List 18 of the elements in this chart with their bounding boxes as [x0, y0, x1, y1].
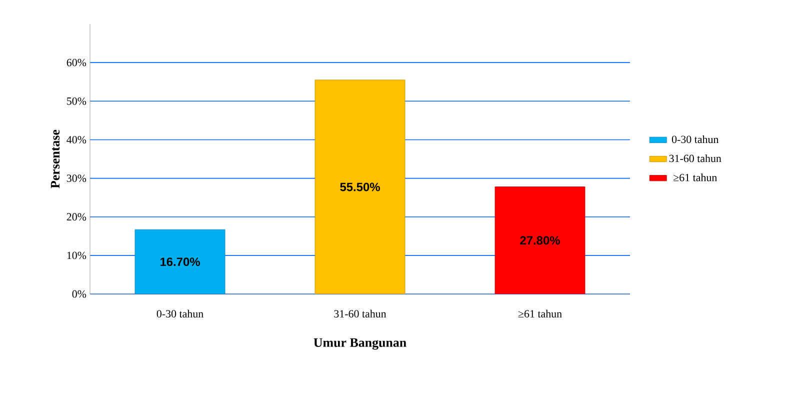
y-tick-label: 50%	[67, 97, 86, 105]
y-tick-label: 10%	[67, 252, 86, 260]
x-tick-label: 0-30 tahun	[156, 310, 204, 318]
y-tick-label: 60%	[66, 58, 86, 66]
x-axis-title: Umur Bangunan	[314, 338, 406, 350]
legend-label: 0-30 tahun	[672, 135, 719, 144]
y-tick-label: 40%	[66, 136, 86, 144]
x-tick-label: ≥61 tahun	[518, 310, 562, 318]
y-tick-label: 30%	[66, 174, 86, 182]
data-label: 27.80%	[520, 236, 560, 245]
data-label: 55.50%	[340, 182, 380, 192]
legend-label: 31-60 tahun	[669, 154, 722, 162]
legend-label: ≥61 tahun	[674, 174, 717, 182]
y-tick-label: 0%	[72, 290, 86, 298]
y-axis-title: Persentase	[50, 130, 60, 188]
y-tick-label: 20%	[66, 213, 86, 221]
data-label: 16.70%	[160, 258, 200, 266]
x-tick-label: 31-60 tahun	[334, 310, 386, 318]
